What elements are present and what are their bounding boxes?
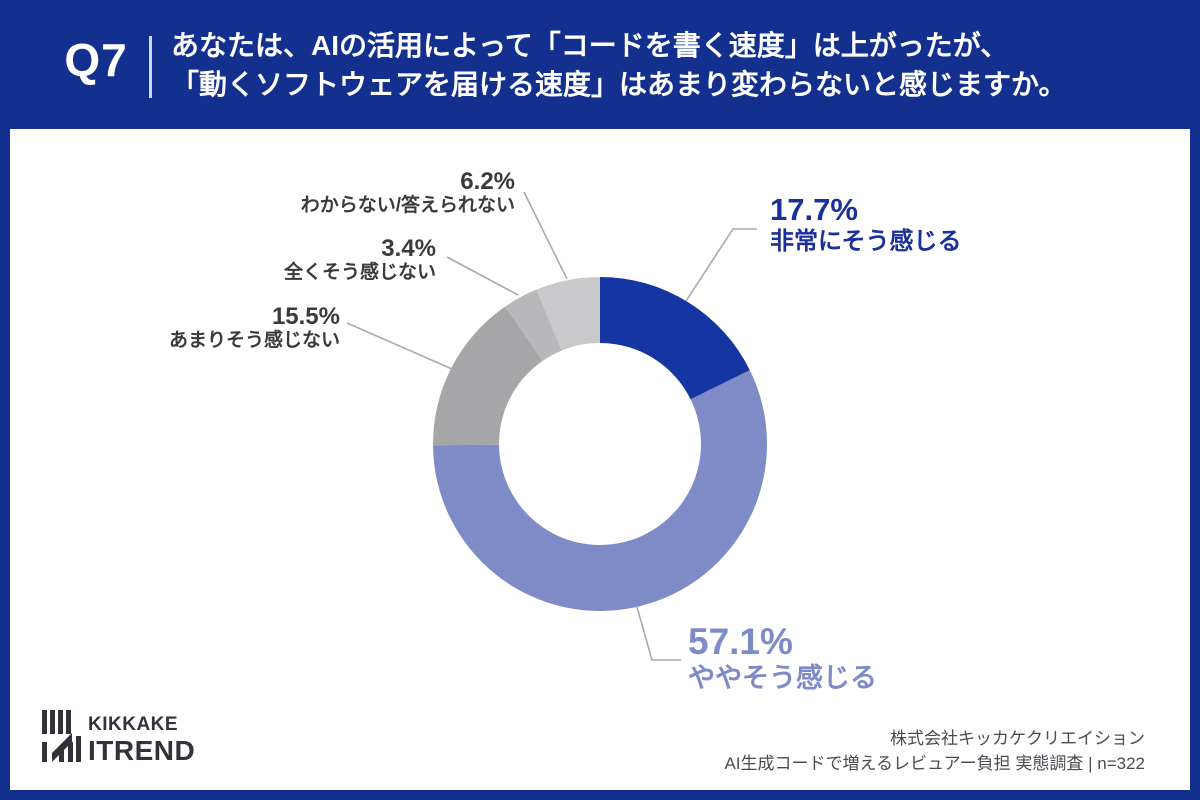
segment-label-dont-know: 6.2% わからない/答えられない xyxy=(301,168,515,217)
logo-text-itrend: ITREND xyxy=(88,735,195,766)
header-band: Q7 あなたは、AIの活用によって「コードを書く速度」は上がったが、 「動くソフ… xyxy=(0,0,1200,129)
segment-name: わからない/答えられない xyxy=(300,195,515,216)
question-line-2: 「動くソフトウェアを届ける速度」はあまり変わらないと感じますか。 xyxy=(171,69,1067,100)
segment-label-not-at-all: 3.4% 全くそう感じない xyxy=(284,235,436,284)
kikkake-trend-logo: KIKKAKE ITREND xyxy=(40,708,225,771)
segment-percent: 17.7% xyxy=(770,192,858,227)
credit-survey: AI生成コードで増えるレビュアー負担 実態調査 | n=322 xyxy=(724,754,1145,773)
segment-name: 非常にそう感じる xyxy=(770,228,962,255)
segment-label-not-really: 15.5% あまりそう感じない xyxy=(169,303,340,352)
question-text: あなたは、AIの活用によって「コードを書く速度」は上がったが、 「動くソフトウェ… xyxy=(171,26,1151,104)
question-number: Q7 xyxy=(64,34,128,86)
logo-graphic: KIKKAKE ITREND xyxy=(42,710,195,766)
header-separator xyxy=(149,36,152,98)
segment-percent: 57.1% xyxy=(688,621,793,662)
barcode-logo-icon xyxy=(42,710,81,762)
segment-label-very-agree: 17.7% 非常にそう感じる xyxy=(770,192,962,256)
chart-panel xyxy=(10,129,1190,790)
segment-label-somewhat-agree: 57.1% ややそう感じる xyxy=(688,620,877,693)
credit-company: 株式会社キッカケクリエイション xyxy=(890,729,1145,748)
segment-name: ややそう感じる xyxy=(688,663,877,693)
segment-percent: 6.2% xyxy=(460,168,515,195)
segment-name: 全くそう感じない xyxy=(283,262,436,283)
segment-name: あまりそう感じない xyxy=(168,330,340,351)
segment-percent: 15.5% xyxy=(271,303,340,330)
logo-text-kikkake: KIKKAKE xyxy=(88,714,178,735)
survey-credit: 株式会社キッカケクリエイション AI生成コードで増えるレビュアー負担 実態調査 … xyxy=(724,726,1145,776)
segment-percent: 3.4% xyxy=(381,235,436,262)
question-line-1: あなたは、AIの活用によって「コードを書く速度」は上がったが、 xyxy=(171,30,1009,61)
